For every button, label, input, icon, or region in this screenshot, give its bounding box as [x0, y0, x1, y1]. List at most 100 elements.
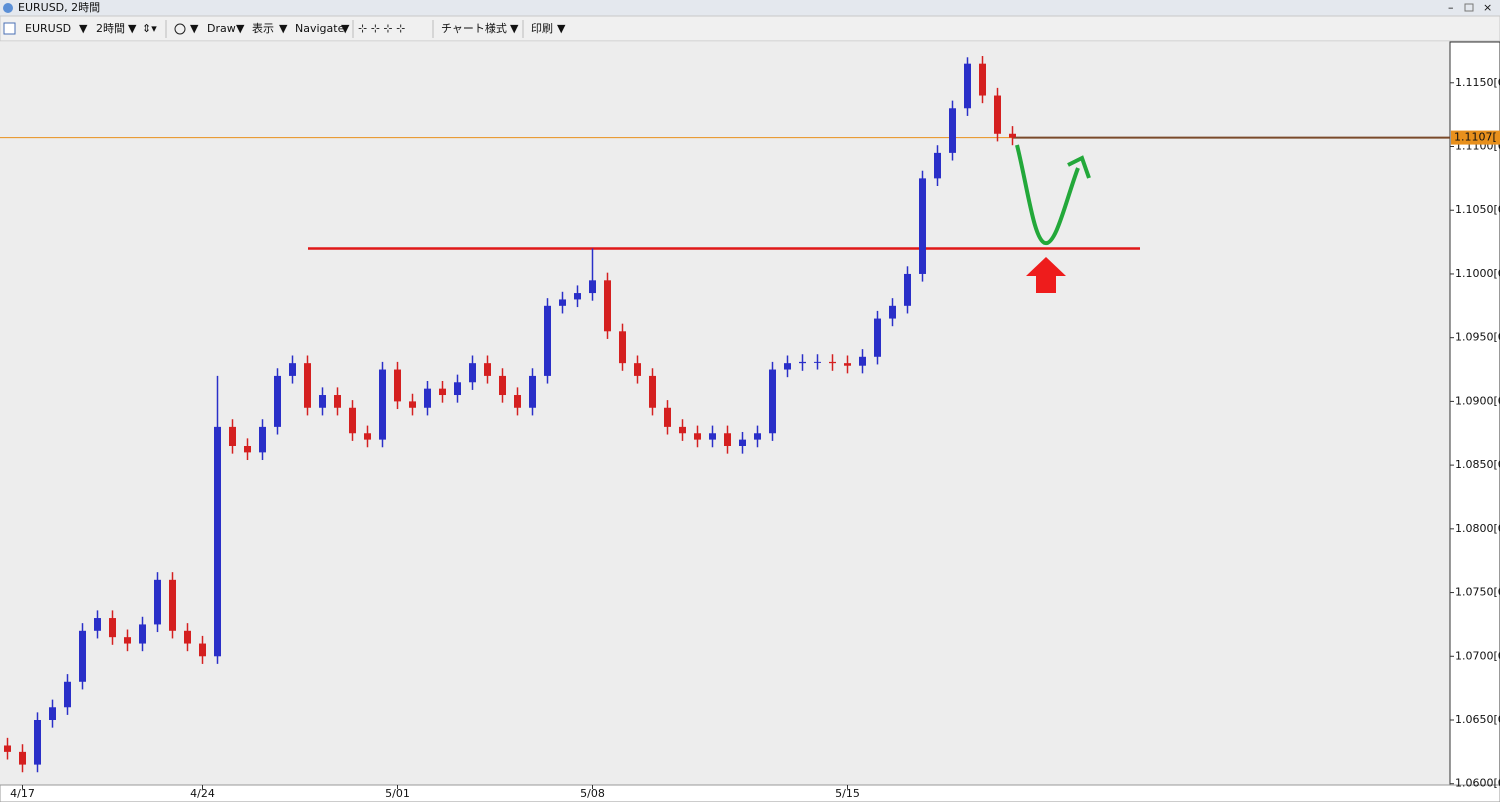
chart-marks [0, 56, 1450, 773]
candle-body [469, 363, 476, 383]
candle-body [244, 445, 251, 453]
y-tick-label: 1.0700[0 [1455, 649, 1500, 662]
candle-body [139, 624, 146, 644]
candle-body [634, 363, 641, 376]
candle-body [79, 630, 86, 682]
candle-body [499, 375, 506, 396]
x-tick-label: 5/15 [835, 787, 860, 800]
candle-type-button[interactable]: ⇕▾ [142, 22, 157, 35]
y-tick-label: 1.0800[0 [1455, 522, 1500, 535]
title-bar [0, 0, 1500, 16]
x-tick-label: 5/01 [385, 787, 410, 800]
candle-body [439, 388, 446, 396]
dropdown-caret[interactable]: ▼ [79, 22, 88, 35]
dropdown-caret[interactable]: ▼ [128, 22, 137, 35]
symbol-dropdown[interactable]: EURUSD [25, 22, 71, 35]
candle-body [679, 426, 686, 434]
dropdown-caret[interactable]: ▼ [190, 22, 199, 35]
view-menu[interactable]: 表示 [252, 21, 274, 35]
candle-body [949, 108, 956, 153]
timeframe-dropdown[interactable]: 2時間 [96, 22, 125, 35]
candle-body [109, 618, 116, 638]
y-tick-label: 1.0750[0 [1455, 586, 1500, 599]
candle-body [934, 152, 941, 179]
y-tick-label: 1.0600[0 [1455, 777, 1500, 790]
candle-body [754, 433, 761, 440]
candle-body [979, 63, 986, 96]
chart-plot-area [0, 42, 1450, 785]
candle-body [769, 369, 776, 434]
candle-body [94, 618, 101, 631]
candle-body [454, 382, 461, 396]
candle-body [724, 433, 731, 446]
x-tick-label: 5/08 [580, 787, 605, 800]
candle-body [784, 363, 791, 370]
candle-body [709, 433, 716, 440]
dropdown-caret[interactable]: ▼ [341, 22, 350, 35]
candle-body [214, 426, 221, 657]
candle-body [124, 637, 131, 644]
navigate-menu[interactable]: Navigate [295, 22, 345, 35]
candle-body [229, 426, 236, 446]
candle-body [409, 401, 416, 408]
candle-body [289, 363, 296, 376]
draw-menu[interactable]: Draw [207, 22, 236, 35]
candle-body [4, 745, 11, 752]
dropdown-caret[interactable]: ▼ [236, 22, 245, 35]
candle-body [34, 720, 41, 765]
dropdown-caret[interactable]: ▼ [557, 22, 566, 35]
x-tick-label: 4/24 [190, 787, 215, 800]
candle-body [859, 356, 866, 366]
candle-body [184, 630, 191, 644]
candle-body [799, 361, 806, 364]
candle-body [379, 369, 386, 440]
candle-body [589, 280, 596, 294]
candle-body [319, 395, 326, 408]
y-tick-label: 1.1050[0 [1455, 203, 1500, 216]
close-button[interactable]: × [1483, 1, 1492, 14]
candle-body [739, 439, 746, 446]
candle-body [424, 388, 431, 408]
candle-body [844, 363, 851, 366]
candle-body [19, 751, 26, 765]
candle-body [574, 293, 581, 300]
price-label-box [1451, 130, 1500, 145]
y-tick-label: 1.1150[0 [1455, 76, 1500, 89]
x-tick-label: 4/17 [10, 787, 35, 800]
minimize-button[interactable]: – [1448, 1, 1454, 14]
candle-body [694, 433, 701, 440]
y-tick-label: 1.0650[0 [1455, 713, 1500, 726]
shape-tool[interactable] [174, 23, 186, 35]
time-axis [0, 784, 1500, 802]
dropdown-caret[interactable]: ▼ [279, 22, 288, 35]
candle-body [274, 375, 281, 427]
candle-body [514, 395, 521, 408]
candle-body [889, 305, 896, 319]
candle-body [604, 280, 611, 332]
y-tick-label: 1.1000[0 [1455, 267, 1500, 280]
candle-body [1009, 133, 1016, 138]
candle-body [874, 318, 881, 357]
candle-body [529, 375, 536, 408]
chart-style-menu[interactable]: チャート様式 [441, 21, 507, 35]
maximize-button[interactable] [1464, 3, 1474, 12]
candle-body [259, 426, 266, 453]
symbol-icon[interactable] [3, 22, 16, 35]
candle-body [484, 363, 491, 376]
zoom-buttons[interactable]: ⊹ ⊹ ⊹ ⊹ [358, 22, 405, 35]
candle-body [919, 178, 926, 274]
candle-body [394, 369, 401, 402]
candle-body [49, 707, 56, 721]
app-icon [3, 3, 13, 13]
candle-body [559, 299, 566, 306]
toolbar [0, 15, 1500, 42]
candle-body [619, 331, 626, 364]
dropdown-caret[interactable]: ▼ [510, 22, 519, 35]
print-menu[interactable]: 印刷 [531, 22, 553, 35]
candle-body [304, 363, 311, 408]
candle-body [169, 579, 176, 631]
candle-body [829, 361, 836, 364]
candle-body [154, 579, 161, 625]
